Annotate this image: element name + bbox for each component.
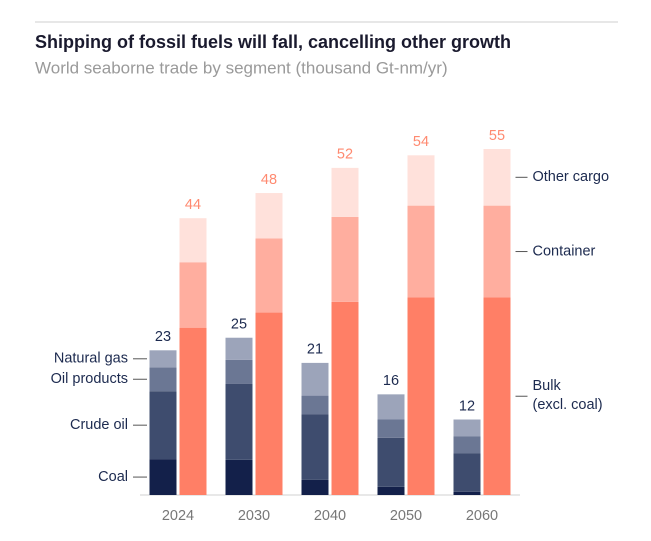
total-label: 55 xyxy=(489,128,505,144)
bar-segment xyxy=(407,205,435,298)
x-tick-label: 2050 xyxy=(390,508,422,524)
bar-segment xyxy=(179,218,207,263)
legend-label: Other cargo xyxy=(533,169,610,185)
legend-label: Crude oil xyxy=(70,417,128,433)
legend-label: Oil products xyxy=(51,371,128,387)
bar-segment xyxy=(255,193,283,239)
bar-segment xyxy=(483,297,511,495)
bar-segment xyxy=(301,414,329,480)
x-tick-label: 2040 xyxy=(314,508,346,524)
bar-segment xyxy=(179,262,207,328)
legend-label: Bulk (excl. coal) xyxy=(533,378,603,413)
total-label: 16 xyxy=(383,373,399,389)
bar-segment xyxy=(483,205,511,298)
bar-segment xyxy=(301,479,329,495)
x-tick-label: 2030 xyxy=(238,508,270,524)
legend-label: Container xyxy=(533,243,596,259)
total-label: 25 xyxy=(231,317,247,333)
bar-segment xyxy=(331,301,359,495)
total-label: 54 xyxy=(413,134,429,150)
bar-segment xyxy=(331,216,359,302)
bar-segment xyxy=(255,312,283,495)
chart-subtitle: World seaborne trade by segment (thousan… xyxy=(35,58,448,77)
bar-segment xyxy=(407,155,435,206)
bar-segment xyxy=(331,167,359,217)
bar-segment xyxy=(225,337,253,360)
x-tick-label: 2024 xyxy=(162,508,194,524)
total-label: 23 xyxy=(155,329,171,345)
total-label: 21 xyxy=(307,342,323,358)
bar-segment xyxy=(225,383,253,460)
total-label: 12 xyxy=(459,398,475,414)
bar-segment xyxy=(225,359,253,384)
bar-segment xyxy=(377,437,405,487)
bar-segment xyxy=(407,297,435,495)
bar-segment xyxy=(453,436,481,454)
bar-segment xyxy=(301,395,329,415)
legend-label: Coal xyxy=(98,469,128,485)
bar-segment xyxy=(483,149,511,206)
total-label: 48 xyxy=(261,172,277,188)
chart-title: Shipping of fossil fuels will fall, canc… xyxy=(35,32,511,52)
total-label: 44 xyxy=(185,197,201,213)
bar-segment xyxy=(179,327,207,495)
bar-segment xyxy=(149,391,177,460)
bar-segment xyxy=(377,419,405,438)
bar-segment xyxy=(149,459,177,495)
legend-label: Natural gas xyxy=(54,351,128,367)
bar-segment xyxy=(453,491,481,495)
bar-segment xyxy=(225,459,253,495)
bar-segment xyxy=(149,367,177,392)
bar-segment xyxy=(149,350,177,368)
x-tick-label: 2060 xyxy=(466,508,498,524)
bar-segment xyxy=(453,453,481,492)
bar-segment xyxy=(377,394,405,420)
bar-segment xyxy=(301,362,329,396)
bar-segment xyxy=(377,486,405,495)
bar-segment xyxy=(255,238,283,313)
total-label: 52 xyxy=(337,147,353,163)
bar-segment xyxy=(453,419,481,437)
